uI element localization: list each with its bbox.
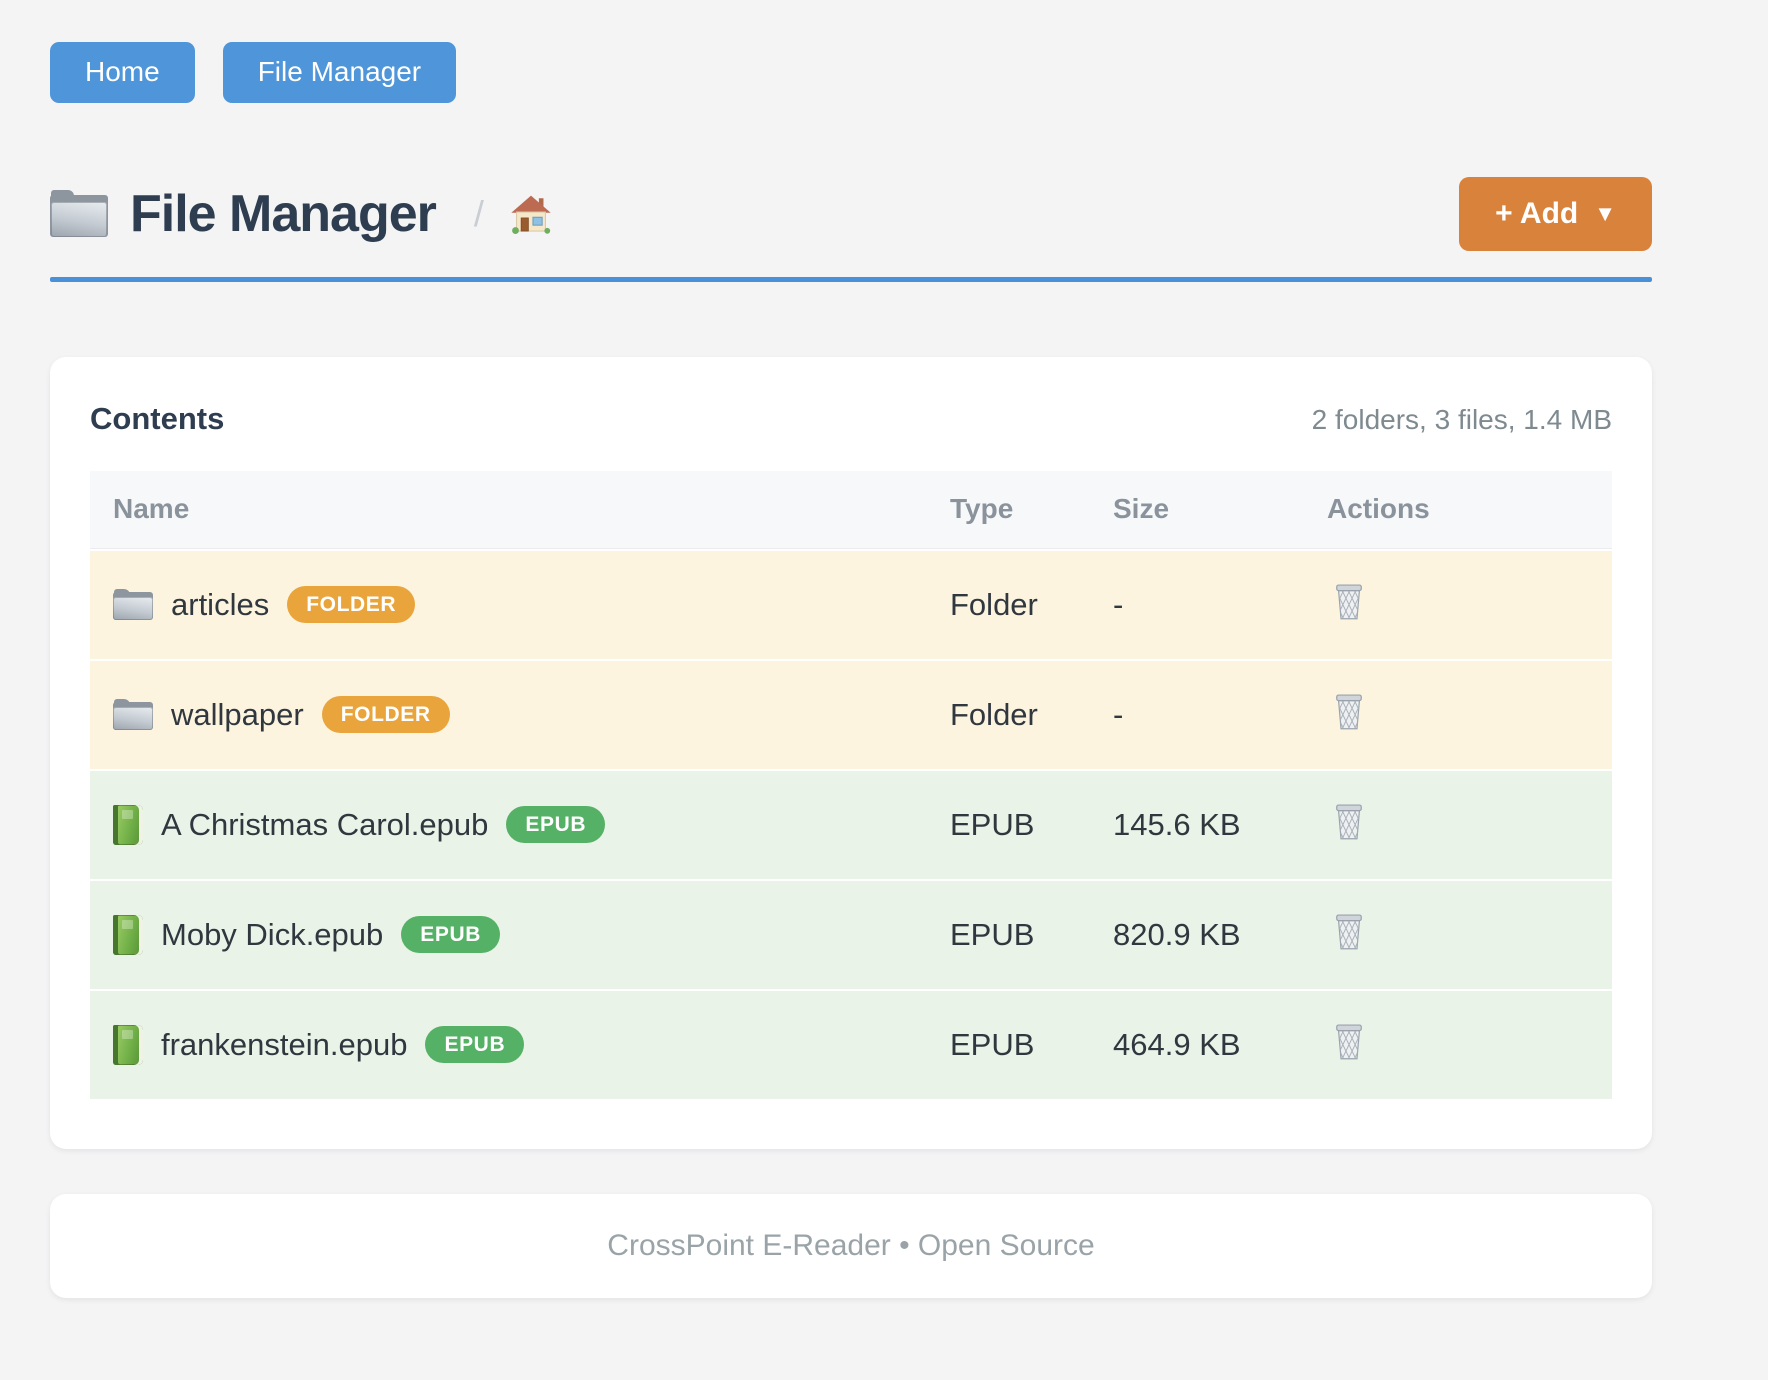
page: Home File Manager File Manager / + Add [50, 0, 1652, 1298]
table-header-row: Name Type Size Actions [90, 470, 1612, 549]
breadcrumb-separator: / [473, 192, 484, 234]
col-actions-header: Actions [1327, 493, 1430, 525]
trash-button[interactable] [1333, 692, 1365, 730]
contents-card: Contents 2 folders, 3 files, 1.4 MB Name… [50, 356, 1652, 1149]
file-name[interactable]: articles [171, 586, 270, 622]
col-type-header: Type [950, 493, 1014, 525]
table-row[interactable]: wallpaper FOLDER Folder - [90, 658, 1612, 769]
page-header: File Manager / + Add ▼ [50, 176, 1652, 251]
col-size-header: Size [1113, 493, 1170, 525]
file-size: 820.9 KB [1113, 916, 1241, 952]
file-size: - [1113, 696, 1124, 732]
file-type: EPUB [950, 806, 1035, 842]
table-row[interactable]: A Christmas Carol.epub EPUB EPUB 145.6 K… [90, 768, 1612, 879]
title-wrap: File Manager / [50, 184, 552, 244]
folder-icon [113, 698, 153, 731]
type-badge: EPUB [506, 806, 606, 844]
nav-home-button[interactable]: Home [50, 42, 195, 103]
file-name[interactable]: wallpaper [171, 696, 304, 732]
file-size: - [1113, 586, 1124, 622]
trash-button[interactable] [1333, 802, 1365, 840]
contents-summary: 2 folders, 3 files, 1.4 MB [1311, 403, 1612, 435]
file-type: Folder [950, 586, 1038, 622]
trash-button[interactable] [1333, 912, 1365, 950]
file-name[interactable]: Moby Dick.epub [161, 916, 384, 952]
footer-text: CrossPoint E-Reader • Open Source [607, 1228, 1095, 1262]
type-badge: EPUB [425, 1026, 525, 1064]
book-icon [113, 1024, 143, 1065]
book-icon [113, 914, 143, 955]
col-name-header: Name [113, 493, 190, 525]
type-badge: FOLDER [321, 696, 450, 734]
table-row[interactable]: Moby Dick.epub EPUB EPUB 820.9 KB [90, 878, 1612, 989]
trash-button[interactable] [1333, 1022, 1365, 1060]
file-type: EPUB [950, 916, 1035, 952]
table-row[interactable]: articles FOLDER Folder - [90, 548, 1612, 659]
table-row[interactable]: frankenstein.epub EPUB EPUB 464.9 KB [90, 988, 1612, 1099]
add-button[interactable]: + Add ▼ [1459, 176, 1652, 251]
home-icon[interactable] [510, 193, 552, 235]
nav-file-manager-button[interactable]: File Manager [222, 42, 457, 103]
file-type: Folder [950, 696, 1038, 732]
folder-icon [50, 189, 108, 237]
file-name[interactable]: frankenstein.epub [161, 1026, 408, 1062]
file-size: 464.9 KB [1113, 1026, 1241, 1062]
title-divider [50, 276, 1652, 282]
folder-icon [113, 588, 153, 621]
contents-title: Contents [90, 400, 225, 436]
type-badge: EPUB [401, 916, 501, 954]
page-title: File Manager [130, 184, 437, 243]
book-icon [113, 804, 143, 845]
type-badge: FOLDER [287, 586, 416, 624]
footer: CrossPoint E-Reader • Open Source [50, 1193, 1652, 1298]
file-type: EPUB [950, 1026, 1035, 1062]
top-nav: Home File Manager [50, 0, 1652, 103]
file-size: 145.6 KB [1113, 806, 1241, 842]
trash-button[interactable] [1333, 582, 1365, 620]
file-table: Name Type Size Actions articles FOLDER F… [90, 470, 1612, 1099]
add-button-label: + Add [1495, 196, 1579, 230]
caret-down-icon: ▼ [1594, 200, 1616, 226]
card-header: Contents 2 folders, 3 files, 1.4 MB [90, 401, 1612, 437]
file-name[interactable]: A Christmas Carol.epub [161, 806, 489, 842]
